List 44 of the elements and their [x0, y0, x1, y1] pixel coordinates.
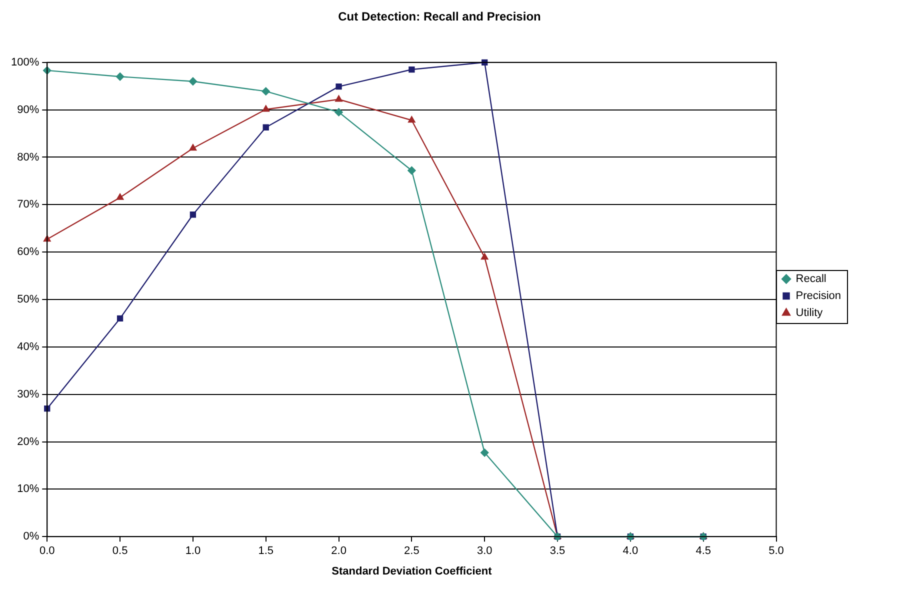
point: [116, 315, 124, 322]
point: [262, 124, 269, 130]
point: [336, 84, 342, 90]
point: [480, 253, 488, 260]
x-tick-label: 0.0: [39, 545, 55, 558]
y-tick-label: 80%: [17, 151, 40, 164]
y-tick-label: 90%: [17, 104, 40, 116]
point: [408, 66, 415, 73]
x-tick-label: 1.5: [258, 545, 274, 558]
x-tick-label: 4.0: [622, 545, 638, 558]
x-axis-title: Standard Deviation Coefficient: [332, 565, 492, 578]
x-tick-label: 5.0: [768, 545, 784, 558]
x-tick-label: 0.5: [112, 545, 128, 558]
legend-label: Utility: [796, 307, 824, 320]
x-tick-label: 3.0: [476, 545, 492, 558]
y-tick-label: 10%: [17, 483, 40, 496]
point: [190, 212, 196, 218]
y-tick-label: 20%: [17, 436, 40, 448]
point: [116, 193, 124, 200]
y-tick-label: 0%: [23, 530, 40, 543]
point: [116, 72, 124, 81]
point: [262, 105, 270, 112]
point: [189, 144, 197, 151]
y-tick-label: 60%: [17, 246, 40, 258]
point: [335, 95, 342, 102]
point: [262, 87, 270, 96]
point: [480, 448, 489, 457]
y-tick-label: 100%: [10, 56, 40, 68]
chart-title: Cut Detection: Recall and Precision: [338, 10, 541, 24]
point: [408, 166, 416, 175]
y-tick-label: 30%: [17, 388, 40, 400]
point: [188, 77, 198, 86]
y-tick-label: 70%: [17, 198, 40, 211]
x-tick-label: 3.5: [550, 545, 566, 558]
point: [334, 108, 343, 116]
point: [408, 116, 416, 123]
x-tick-label: 1.0: [185, 545, 201, 558]
x-tick-label: 4.5: [696, 545, 711, 558]
y-tick-label: 50%: [17, 294, 40, 306]
y-tick-label: 40%: [17, 340, 40, 353]
x-tick-label: 2.5: [404, 545, 420, 558]
legend-label: Recall: [796, 273, 826, 286]
legend-label: Precision: [796, 290, 842, 302]
x-tick-label: 2.0: [331, 545, 346, 558]
